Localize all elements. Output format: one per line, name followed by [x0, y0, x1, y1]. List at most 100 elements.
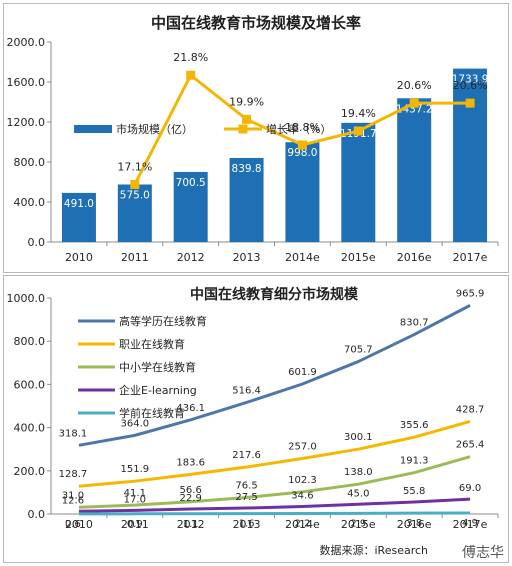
chart2-point-label: 138.0: [344, 467, 373, 478]
chart1-y-tick-label: 0.0: [28, 236, 46, 249]
chart2-legend-label: 学前在线教育: [119, 406, 185, 420]
chart1-growth-marker: [186, 70, 196, 80]
chart2-legend-label: 高等学历在线教育: [119, 314, 207, 328]
chart2-point-label: 128.7: [59, 469, 88, 480]
chart2-point-label: 27.5: [235, 492, 257, 503]
chart1-title: 中国在线教育市场规模及增长率: [151, 14, 361, 32]
chart2-point-label: 0.9: [127, 519, 143, 530]
chart1-x-tick-label: 2010: [65, 251, 93, 264]
chart2-point-label: 34.6: [291, 491, 313, 502]
chart2-point-label: 428.7: [456, 404, 485, 415]
chart2-point-label: 183.6: [176, 457, 205, 468]
chart1-legend-line-marker: [238, 124, 248, 134]
chart2-point-label: 601.9: [288, 367, 317, 378]
chart2-x-tick-label: 2010: [65, 518, 93, 531]
chart1-bar-label: 998.0: [287, 147, 317, 159]
chart2-point-label: 1.1: [183, 519, 199, 530]
watermark: 傅志华: [462, 545, 504, 561]
chart2-legend-label: 职业在线教育: [119, 337, 185, 351]
chart1-growth-marker: [242, 114, 252, 124]
chart2-point-label: 257.0: [288, 441, 317, 452]
chart2-point-label: 265.4: [456, 440, 485, 451]
chart2-point-label: 3.8: [406, 518, 422, 529]
chart2-point-label: 12.6: [62, 495, 84, 506]
chart2-point-label: 217.6: [232, 450, 261, 461]
chart1-bar: [61, 192, 96, 242]
chart2-x-tick-label: 2011: [121, 518, 149, 531]
chart1-y-tick-label: 1600.0: [7, 76, 46, 89]
chart1-bar-label: 491.0: [64, 198, 94, 210]
chart2-point-label: 45.0: [347, 488, 369, 499]
chart2-point-label: 2.9: [350, 518, 366, 529]
chart2-x-tick-label: 2016e: [397, 518, 432, 531]
chart2-legend-label: 企业E-learning: [119, 383, 197, 397]
chart1-bar-label: 1733.9: [452, 74, 489, 86]
chart1-y-tick-label: 400.0: [14, 196, 46, 209]
chart1-growth-marker: [130, 179, 140, 189]
chart1-growth-label: 17.1%: [117, 160, 152, 173]
chart2-point-label: 17.0: [124, 494, 146, 505]
chart1-x-tick-label: 2011: [121, 251, 149, 264]
chart1-growth-label: 19.4%: [341, 107, 376, 120]
chart1-y-tick-label: 1200.0: [7, 116, 46, 129]
chart1-legend-bar-swatch: [74, 125, 112, 133]
chart2-point-label: 22.9: [180, 493, 202, 504]
chart1-growth-marker: [353, 126, 363, 136]
chart2-series-line: [78, 304, 471, 447]
chart2-y-tick-label: 0.0: [28, 508, 46, 521]
chart1-bar: [397, 98, 432, 242]
chart1-growth-marker: [297, 140, 307, 150]
chart2-point-label: 69.0: [459, 483, 481, 494]
chart2-point-label: 56.6: [180, 485, 202, 496]
chart2-x-tick-label: 2012: [177, 518, 205, 531]
chart1-bar-label: 700.5: [176, 177, 206, 189]
chart1-bar-label: 839.8: [232, 163, 262, 175]
chart1-x-tick-label: 2015e: [341, 251, 376, 264]
market-size-panel: 中国在线教育市场规模及增长率 0.0 400.0 800.0 1200.0 1600.0 2…: [3, 3, 509, 273]
chart2-point-label: 76.5: [235, 480, 257, 491]
chart2-x-tick-label: 2014e: [285, 518, 320, 531]
chart1-legend-bar-label: 市场规模（亿）: [116, 122, 193, 136]
chart2-title: 中国在线教育细分市场规模: [190, 286, 359, 303]
source-note: 数据来源：iResearch: [319, 543, 428, 557]
chart2-point-label: 705.7: [344, 345, 373, 356]
chart1-growth-label: 20.6%: [453, 79, 488, 92]
chart1-x-tick-label: 2014e: [285, 251, 320, 264]
market-size-chart: 中国在线教育市场规模及增长率 0.0 400.0 800.0 1200.0 1600.0 2…: [7, 14, 499, 264]
chart1-growth-marker: [409, 98, 419, 108]
chart2-series-line: [78, 419, 471, 488]
chart2-point-label: 1.6: [239, 519, 255, 530]
chart1-growth-marker: [465, 98, 475, 108]
chart2-legend-label: 中小学在线教育: [119, 360, 196, 374]
chart1-x-tick-label: 2013: [233, 251, 261, 264]
chart1-x-tick-label: 2016e: [397, 251, 432, 264]
chart1-legend-line-label: 增长率（%）: [266, 122, 331, 136]
chart1-growth-label: 21.8%: [173, 51, 208, 64]
chart1-bar: [341, 122, 376, 242]
chart2-point-label: 318.1: [59, 428, 88, 439]
chart2-y-tick-label: 200.0: [14, 465, 46, 478]
chart2-point-label: 965.9: [456, 288, 485, 299]
chart2-x-tick-label: 2015e: [341, 518, 376, 531]
chart1-bar: [173, 171, 208, 242]
chart1-bar-label: 575.0: [120, 190, 150, 202]
chart2-point-label: 300.1: [344, 432, 373, 443]
chart2-y-tick-label: 1000.0: [7, 292, 46, 305]
chart1-bar: [117, 184, 152, 242]
chart1-bar: [285, 142, 320, 242]
chart2-point-label: 151.9: [120, 464, 149, 475]
chart2-y-tick-label: 400.0: [14, 422, 46, 435]
chart2-point-label: 830.7: [400, 318, 429, 329]
chart2-point-label: 102.3: [288, 475, 317, 486]
chart2-point-label: 0.6: [65, 519, 81, 530]
chart1-growth-label: 20.6%: [397, 79, 432, 92]
chart2-series-line: [78, 511, 471, 516]
chart2-x-tick-label: 2017e: [453, 518, 488, 531]
chart1-bar: [453, 68, 488, 242]
chart2-point-label: 2.2: [294, 519, 310, 530]
chart2-x-tick-label: 2013: [233, 518, 261, 531]
chart2-y-tick-label: 600.0: [14, 378, 46, 391]
segment-chart: 中国在线教育细分市场规模 0.0 200.0 400.0 600.0 800.0 1000.…: [7, 286, 505, 561]
chart2-point-label: 41.1: [124, 488, 146, 499]
chart2-point-label: 436.1: [176, 403, 205, 414]
